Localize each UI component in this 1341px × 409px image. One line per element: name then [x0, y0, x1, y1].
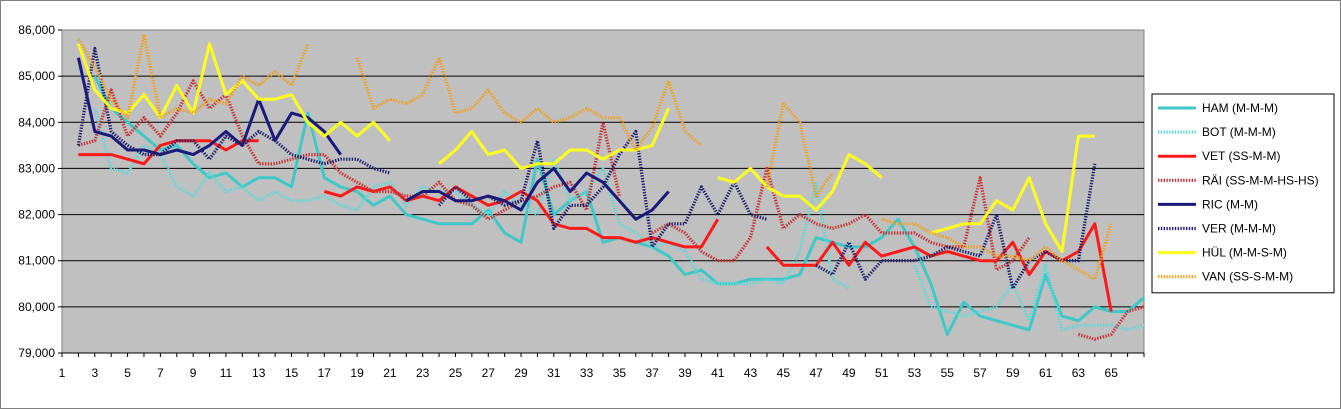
x-tick-label: 47: [809, 366, 823, 380]
x-tick-label: 31: [547, 366, 561, 380]
series-line-van: [765, 102, 834, 198]
series-line-van: [355, 56, 703, 152]
x-tick-label: 1: [59, 366, 66, 380]
series-line-raei: [1077, 305, 1144, 341]
plot-area: [61, 29, 1145, 354]
y-tick-label: 86,000: [18, 23, 55, 37]
legend-label: VET (SS-M-M): [1202, 149, 1280, 163]
series-line-ric: [405, 166, 670, 221]
x-tick-label: 3: [91, 366, 98, 380]
y-tick-label: 80,000: [18, 300, 55, 314]
y-tick-label: 85,000: [18, 69, 55, 83]
x-tick-label: 21: [383, 366, 397, 380]
x-tick-label: 59: [1006, 366, 1020, 380]
series-line-huel: [717, 153, 883, 212]
x-tick-label: 55: [941, 366, 955, 380]
legend-label: RÄI (SS-M-M-HS-HS): [1202, 173, 1319, 187]
x-tick-label: 9: [190, 366, 197, 380]
x-tick-label: 23: [416, 366, 430, 380]
legend-label: RIC (M-M): [1202, 197, 1258, 211]
x-tick-label: 11: [220, 366, 233, 380]
x-tick-label: 7: [157, 366, 164, 380]
legend-label: BOT (M-M-M): [1202, 125, 1276, 139]
x-tick-label: 17: [318, 366, 332, 380]
y-tick-label: 84,000: [18, 115, 55, 129]
y-tick-label: 82,000: [18, 208, 55, 222]
x-tick-label: 49: [842, 366, 856, 380]
x-tick-label: 33: [580, 366, 594, 380]
x-tick-label: 63: [1072, 366, 1086, 380]
legend: HAM (M-M-M) BOT (M-M-M) VET (SS-M-M) RÄI (S…: [1151, 93, 1335, 294]
series-lines-clipped: [76, 33, 1144, 341]
x-axis: 1 3 5 7 9 11 13 15 17 19 21 23 25 27 29 31 33 35 37 39 41 43 4…: [59, 352, 1145, 380]
x-tick-label: 29: [514, 366, 528, 380]
series-line-bot: [93, 107, 850, 290]
x-tick-label: 37: [646, 366, 660, 380]
x-tick-label: 65: [1105, 366, 1119, 380]
x-tick-label: 25: [449, 366, 463, 380]
x-tick-label: 53: [908, 366, 922, 380]
x-tick-label: 41: [711, 366, 725, 380]
series-line-vet: [78, 139, 259, 166]
legend-label: HÜL (M-M-S-M): [1202, 246, 1287, 260]
series-line-vet: [323, 185, 720, 249]
series-line-van: [881, 217, 1113, 281]
series-lines: [76, 33, 1144, 341]
x-tick-label: 19: [350, 366, 364, 380]
x-tick-label: 5: [124, 366, 131, 380]
y-tick-label: 83,000: [18, 161, 55, 175]
series-line-ver: [815, 163, 1097, 290]
series-line-ver: [437, 129, 768, 249]
legend-label: VAN (SS-S-M-M): [1202, 270, 1293, 284]
x-tick-label: 13: [252, 366, 266, 380]
gridlines: [62, 75, 1144, 308]
series-line-van: [77, 33, 310, 120]
y-axis: 79,000 80,000 81,000 82,000 83,000 84,000 85,0…: [18, 23, 62, 360]
legend-label: VER (M-M-M): [1202, 222, 1276, 236]
x-tick-label: 61: [1039, 366, 1053, 380]
x-tick-label: 39: [678, 366, 692, 380]
series-line-bot: [913, 263, 1144, 332]
x-tick-label: 51: [875, 366, 889, 380]
y-tick-label: 79,000: [18, 346, 55, 360]
series-line-ric: [76, 57, 342, 157]
series-line-ver: [76, 46, 391, 175]
y-tick-label: 81,000: [18, 254, 55, 268]
x-tick-label: 45: [777, 366, 791, 380]
legend-box: [1151, 93, 1335, 294]
x-tick-label: 27: [482, 366, 496, 380]
series-line-huel: [438, 107, 670, 170]
x-tick-label: 35: [613, 366, 627, 380]
x-tick-label: 57: [973, 366, 987, 380]
series-line-raei: [651, 166, 1031, 272]
x-tick-label: 15: [285, 366, 299, 380]
legend-label: HAM (M-M-M): [1202, 101, 1278, 115]
x-tick-label: 43: [744, 366, 758, 380]
series-line-huel: [930, 134, 1095, 253]
